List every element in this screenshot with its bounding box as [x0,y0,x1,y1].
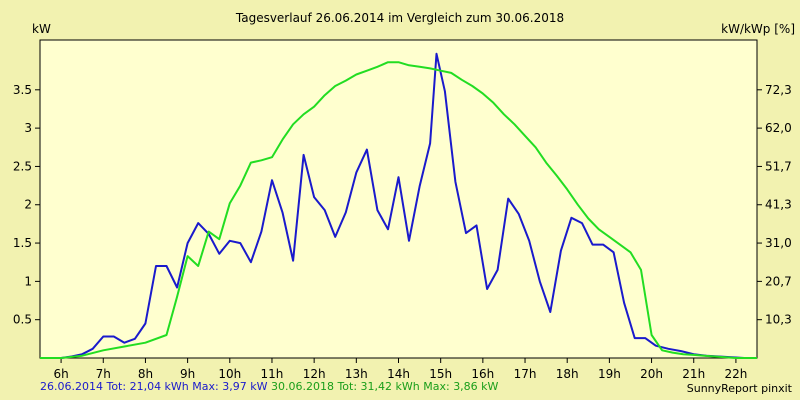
y-right-tick-label: 41,3 [765,198,792,212]
y-right-tick-label: 51,7 [765,159,792,173]
y-right-tick-label: 10,3 [765,313,792,327]
x-tick-label: 16h [471,367,494,381]
y-axis-left-label: kW [32,22,51,36]
x-tick-label: 9h [180,367,195,381]
x-tick-label: 22h [724,367,747,381]
x-tick-label: 15h [429,367,452,381]
y-left-tick-label: 1 [24,274,32,288]
x-tick-label: 12h [303,367,326,381]
legend-series-2: 30.06.2018 Tot: 31,42 kWh Max: 3,86 kW [270,380,499,393]
x-tick-label: 7h [96,367,111,381]
y-axis-right-label: kW/kWp [%] [721,22,795,36]
y-left-tick-label: 1.5 [13,236,32,250]
x-tick-label: 19h [598,367,621,381]
chart-footer: 26.06.2014 Tot: 21,04 kWh Max: 3,97 kW 3… [40,380,498,393]
x-tick-label: 21h [682,367,705,381]
x-tick-label: 10h [218,367,241,381]
x-tick-label: 18h [556,367,579,381]
x-tick-label: 14h [387,367,410,381]
chart-title: Tagesverlauf 26.06.2014 im Vergleich zum… [235,11,564,25]
x-tick-label: 20h [640,367,663,381]
y-left-tick-label: 0.5 [13,313,32,327]
series-line-1 [40,52,757,359]
y-right-tick-label: 62,0 [765,121,792,135]
y-left-tick-label: 3 [24,121,32,135]
y-left-tick-label: 2 [24,198,32,212]
y-right-tick-label: 20,7 [765,274,792,288]
x-tick-label: 17h [514,367,537,381]
series-line-2 [40,61,757,359]
y-left-tick-label: 3.5 [13,83,32,97]
x-tick-label: 13h [345,367,368,381]
x-tick-label: 11h [261,367,284,381]
brand-credit: SunnyReport pinxit [686,382,792,395]
y-left-tick-label: 2.5 [13,159,32,173]
x-tick-label: 8h [138,367,153,381]
x-tick-label: 6h [53,367,68,381]
plot-area [39,39,758,359]
series-lines [40,52,757,359]
axes: 6h 7h 8h 9h 10h 11h 12h 13h 14h 15h 16h 17h 18h 19h 20… [13,83,792,381]
legend-series-1: 26.06.2014 Tot: 21,04 kWh Max: 3,97 kW [40,380,268,393]
y-right-tick-label: 31,0 [765,236,792,250]
y-right-tick-label: 72,3 [765,83,792,97]
